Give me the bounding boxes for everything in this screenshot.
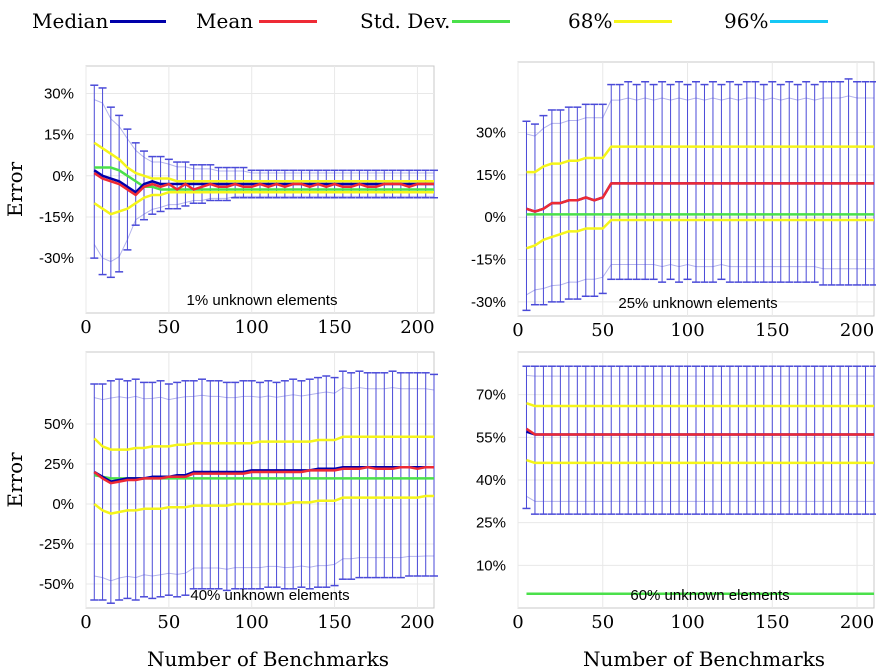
x-axis-label: Number of Benchmarks bbox=[147, 647, 389, 671]
x-tick-label: 0 bbox=[512, 612, 523, 633]
x-tick-label: 50 bbox=[591, 612, 614, 633]
x-tick-label: 50 bbox=[157, 612, 180, 633]
band-96-lower-line bbox=[93, 195, 434, 263]
band-96-upper-line bbox=[526, 374, 874, 377]
y-tick-label: 0% bbox=[52, 496, 74, 513]
y-tick-label: -25% bbox=[39, 536, 74, 553]
y-tick-label: 0% bbox=[52, 168, 74, 185]
y-tick-label: 55% bbox=[476, 429, 506, 446]
x-tick-label: 100 bbox=[670, 612, 704, 633]
x-tick-label: 200 bbox=[840, 612, 874, 633]
series-line-mean bbox=[93, 171, 434, 197]
legend-item-68: 68% bbox=[568, 8, 673, 34]
band-96-upper-line bbox=[94, 99, 434, 174]
x-tick-label: 50 bbox=[157, 317, 180, 338]
series-line-68-upper bbox=[526, 402, 874, 408]
series-line-68-upper bbox=[93, 435, 434, 451]
band-96-lower-line bbox=[526, 263, 874, 296]
chart-panel-2: 30% 15% 0% -15% -30% 0 50 100 150 200 25% unknown … bbox=[471, 61, 876, 341]
y-tick-label: -15% bbox=[471, 252, 506, 269]
legend-label-mean: Mean bbox=[196, 9, 254, 33]
panel-annotation: 40% unknown elements bbox=[190, 587, 349, 604]
band-96-lower-line bbox=[94, 555, 434, 582]
x-tick-label: 100 bbox=[670, 320, 704, 341]
series-line-mean bbox=[526, 182, 874, 213]
x-tick-label: 100 bbox=[235, 612, 269, 633]
series-line-mean bbox=[93, 465, 434, 485]
band-96-upper-line bbox=[94, 387, 435, 401]
legend-item-96: 96% bbox=[724, 8, 829, 34]
x-tick-label: 150 bbox=[755, 320, 789, 341]
legend-swatch-mean bbox=[259, 19, 318, 23]
legend-item-std-dev: Std. Dev. bbox=[360, 8, 511, 34]
series-line-68-lower bbox=[93, 190, 434, 216]
x-tick-label: 100 bbox=[235, 317, 269, 338]
y-tick-label: -30% bbox=[471, 294, 506, 311]
y-tick-label: -50% bbox=[39, 576, 74, 593]
panel-annotation: 60% unknown elements bbox=[630, 587, 789, 604]
y-tick-label: 15% bbox=[44, 127, 74, 144]
y-tick-label: 25% bbox=[44, 456, 74, 473]
y-tick-label: 30% bbox=[476, 125, 506, 142]
series-line-mean bbox=[525, 427, 874, 436]
x-tick-label: 200 bbox=[400, 612, 434, 633]
legend-label-68: 68% bbox=[568, 9, 613, 33]
chart-panel-1: 30% 15% 0% -15% -30% 0 50 100 150 200 1% unknown e… bbox=[3, 65, 438, 338]
y-tick-label: 40% bbox=[476, 472, 506, 489]
y-tick-label: 50% bbox=[44, 416, 74, 433]
y-axis-label: Error bbox=[3, 452, 27, 508]
x-tick-label: 0 bbox=[512, 320, 523, 341]
y-tick-label: 10% bbox=[476, 557, 506, 574]
x-tick-label: 50 bbox=[591, 320, 614, 341]
panel-annotation: 25% unknown elements bbox=[618, 295, 777, 312]
legend-swatch-96 bbox=[770, 19, 829, 23]
series-line-68-lower bbox=[526, 218, 874, 250]
legend-label-std-dev: Std. Dev. bbox=[360, 9, 451, 33]
series-line-68-upper bbox=[93, 141, 434, 183]
band-96-lower-line bbox=[526, 495, 874, 502]
y-tick-label: -15% bbox=[39, 209, 74, 226]
x-tick-label: 0 bbox=[80, 317, 91, 338]
legend-swatch-std-dev bbox=[452, 19, 511, 23]
y-tick-label: 15% bbox=[476, 167, 506, 184]
series-line-median bbox=[93, 465, 434, 483]
x-tick-label: 0 bbox=[80, 612, 91, 633]
x-tick-label: 150 bbox=[317, 612, 351, 633]
chart-panel-4: 70% 55% 40% 25% 10% 0 50 100 150 200 60% unknown e… bbox=[476, 351, 876, 671]
y-tick-label: -30% bbox=[39, 250, 74, 267]
x-tick-label: 150 bbox=[755, 612, 789, 633]
legend-swatch-median bbox=[110, 19, 167, 23]
y-axis-label: Error bbox=[3, 161, 27, 217]
chart-panel-3: 50% 25% 0% -25% -50% 0 50 100 150 200 40% unknown … bbox=[3, 351, 438, 671]
band-96-upper-line bbox=[526, 95, 874, 137]
chart-legend: Median Mean Std. Dev. 68% 96% bbox=[0, 0, 876, 44]
legend-item-mean: Mean bbox=[196, 8, 318, 34]
y-tick-label: 0% bbox=[484, 209, 506, 226]
legend-label-96: 96% bbox=[724, 9, 769, 33]
series-line-std-dev bbox=[94, 166, 434, 191]
x-tick-label: 200 bbox=[840, 320, 874, 341]
y-tick-label: 25% bbox=[476, 515, 506, 532]
legend-label-median: Median bbox=[32, 9, 109, 33]
x-tick-label: 150 bbox=[317, 317, 351, 338]
series-line-68-upper bbox=[526, 145, 874, 174]
series-line-median bbox=[93, 169, 434, 194]
x-tick-label: 200 bbox=[400, 317, 434, 338]
series-line-68-lower bbox=[526, 458, 874, 465]
series-line-68-lower bbox=[93, 494, 434, 515]
panel-annotation: 1% unknown elements bbox=[187, 292, 338, 309]
y-tick-label: 30% bbox=[44, 85, 74, 102]
x-axis-label: Number of Benchmarks bbox=[583, 647, 825, 671]
y-tick-label: 70% bbox=[476, 387, 506, 404]
legend-item-median: Median bbox=[32, 8, 167, 34]
legend-swatch-68 bbox=[614, 19, 673, 23]
